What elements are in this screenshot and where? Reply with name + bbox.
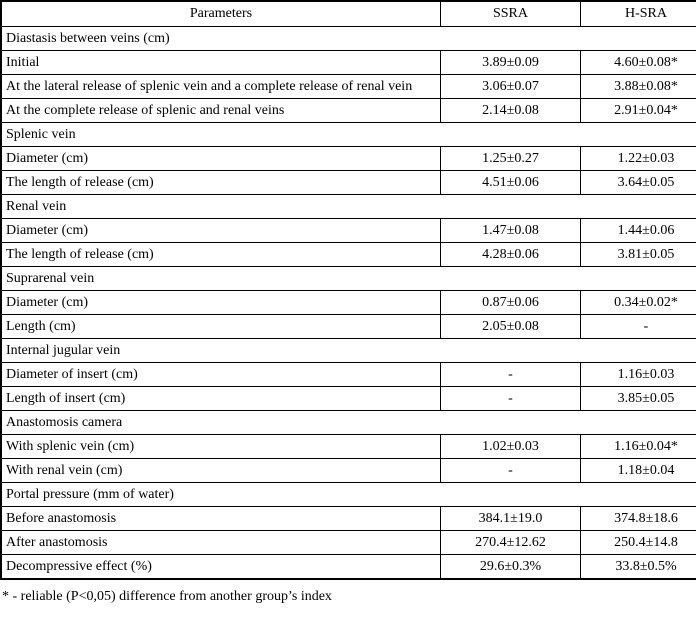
hsra-value: 3.64±0.05 [580, 170, 696, 195]
parameter-label: Length (cm) [0, 314, 441, 339]
section-label: Renal vein [0, 194, 696, 219]
section-label: Diastasis between veins (cm) [0, 26, 696, 51]
hsra-value: 3.85±0.05 [580, 386, 696, 411]
section-label: Portal pressure (mm of water) [0, 482, 696, 507]
ssra-value: 3.89±0.09 [440, 50, 581, 75]
parameter-label: Decompressive effect (%) [0, 554, 441, 580]
parameter-label: Diameter of insert (cm) [0, 362, 441, 387]
table-row: With splenic vein (cm) 1.02±0.03 1.16±0.… [0, 434, 696, 459]
header-row: Parameters SSRA H-SRA [0, 0, 696, 27]
hsra-value: 33.8±0.5% [580, 554, 696, 580]
section-row: Diastasis between veins (cm) [0, 26, 696, 51]
hsra-value: - [580, 314, 696, 339]
table-row: The length of release (cm) 4.28±0.06 3.8… [0, 242, 696, 267]
hsra-value: 1.22±0.03 [580, 146, 696, 171]
hsra-value: 2.91±0.04* [580, 98, 696, 123]
ssra-value: - [440, 458, 581, 483]
hsra-value: 1.16±0.03 [580, 362, 696, 387]
parameter-label: Diameter (cm) [0, 290, 441, 315]
table-body: Diastasis between veins (cm) Initial 3.8… [0, 26, 696, 580]
section-label: Suprarenal vein [0, 266, 696, 291]
ssra-value: 4.28±0.06 [440, 242, 581, 267]
ssra-value: - [440, 386, 581, 411]
hsra-value: 1.16±0.04* [580, 434, 696, 459]
hsra-value: 1.18±0.04 [580, 458, 696, 483]
table-row: At the complete release of splenic and r… [0, 98, 696, 123]
section-row: Portal pressure (mm of water) [0, 482, 696, 507]
hsra-value: 4.60±0.08* [580, 50, 696, 75]
parameter-label: Before anastomosis [0, 506, 441, 531]
section-row: Anastomosis camera [0, 410, 696, 435]
table-header: Parameters SSRA H-SRA [0, 0, 696, 27]
parameter-label: Diameter (cm) [0, 146, 441, 171]
table-row: Before anastomosis 384.1±19.0 374.8±18.6 [0, 506, 696, 531]
parameter-label: After anastomosis [0, 530, 441, 555]
section-label: Splenic vein [0, 122, 696, 147]
hsra-value: 3.88±0.08* [580, 74, 696, 99]
column-header-hsra: H-SRA [580, 0, 696, 27]
hsra-value: 3.81±0.05 [580, 242, 696, 267]
table-row: Length of insert (cm) - 3.85±0.05 [0, 386, 696, 411]
ssra-value: 0.87±0.06 [440, 290, 581, 315]
section-row: Suprarenal vein [0, 266, 696, 291]
ssra-value: 29.6±0.3% [440, 554, 581, 580]
table-row: Diameter (cm) 1.47±0.08 1.44±0.06 [0, 218, 696, 243]
ssra-value: 2.14±0.08 [440, 98, 581, 123]
ssra-value: 270.4±12.62 [440, 530, 581, 555]
ssra-value: 1.25±0.27 [440, 146, 581, 171]
table-row: Diameter (cm) 1.25±0.27 1.22±0.03 [0, 146, 696, 171]
table-row: The length of release (cm) 4.51±0.06 3.6… [0, 170, 696, 195]
table-row: Diameter (cm) 0.87±0.06 0.34±0.02* [0, 290, 696, 315]
parameters-table: Parameters SSRA H-SRA Diastasis between … [0, 0, 696, 580]
parameter-label: Diameter (cm) [0, 218, 441, 243]
ssra-value: - [440, 362, 581, 387]
parameter-label: At the lateral release of splenic vein a… [0, 74, 441, 99]
hsra-value: 0.34±0.02* [580, 290, 696, 315]
parameter-label: At the complete release of splenic and r… [0, 98, 441, 123]
significance-footnote: * - reliable (P<0,05) difference from an… [2, 589, 332, 604]
table-row: Initial 3.89±0.09 4.60±0.08* [0, 50, 696, 75]
column-header-parameters: Parameters [0, 0, 441, 27]
table-row: With renal vein (cm) - 1.18±0.04 [0, 458, 696, 483]
section-row: Renal vein [0, 194, 696, 219]
table-row: After anastomosis 270.4±12.62 250.4±14.8 [0, 530, 696, 555]
ssra-value: 384.1±19.0 [440, 506, 581, 531]
parameter-label: With splenic vein (cm) [0, 434, 441, 459]
hsra-value: 1.44±0.06 [580, 218, 696, 243]
parameter-label: With renal vein (cm) [0, 458, 441, 483]
hsra-value: 250.4±14.8 [580, 530, 696, 555]
section-row: Splenic vein [0, 122, 696, 147]
column-header-ssra: SSRA [440, 0, 581, 27]
parameter-label: Initial [0, 50, 441, 75]
ssra-value: 2.05±0.08 [440, 314, 581, 339]
ssra-value: 3.06±0.07 [440, 74, 581, 99]
parameter-label: The length of release (cm) [0, 170, 441, 195]
ssra-value: 4.51±0.06 [440, 170, 581, 195]
ssra-value: 1.02±0.03 [440, 434, 581, 459]
table-row: Decompressive effect (%) 29.6±0.3% 33.8±… [0, 554, 696, 580]
section-label: Internal jugular vein [0, 338, 696, 363]
hsra-value: 374.8±18.6 [580, 506, 696, 531]
section-label: Anastomosis camera [0, 410, 696, 435]
parameter-label: Length of insert (cm) [0, 386, 441, 411]
table-row: Length (cm) 2.05±0.08 - [0, 314, 696, 339]
table-row: At the lateral release of splenic vein a… [0, 74, 696, 99]
table-row: Diameter of insert (cm) - 1.16±0.03 [0, 362, 696, 387]
section-row: Internal jugular vein [0, 338, 696, 363]
ssra-value: 1.47±0.08 [440, 218, 581, 243]
parameter-label: The length of release (cm) [0, 242, 441, 267]
